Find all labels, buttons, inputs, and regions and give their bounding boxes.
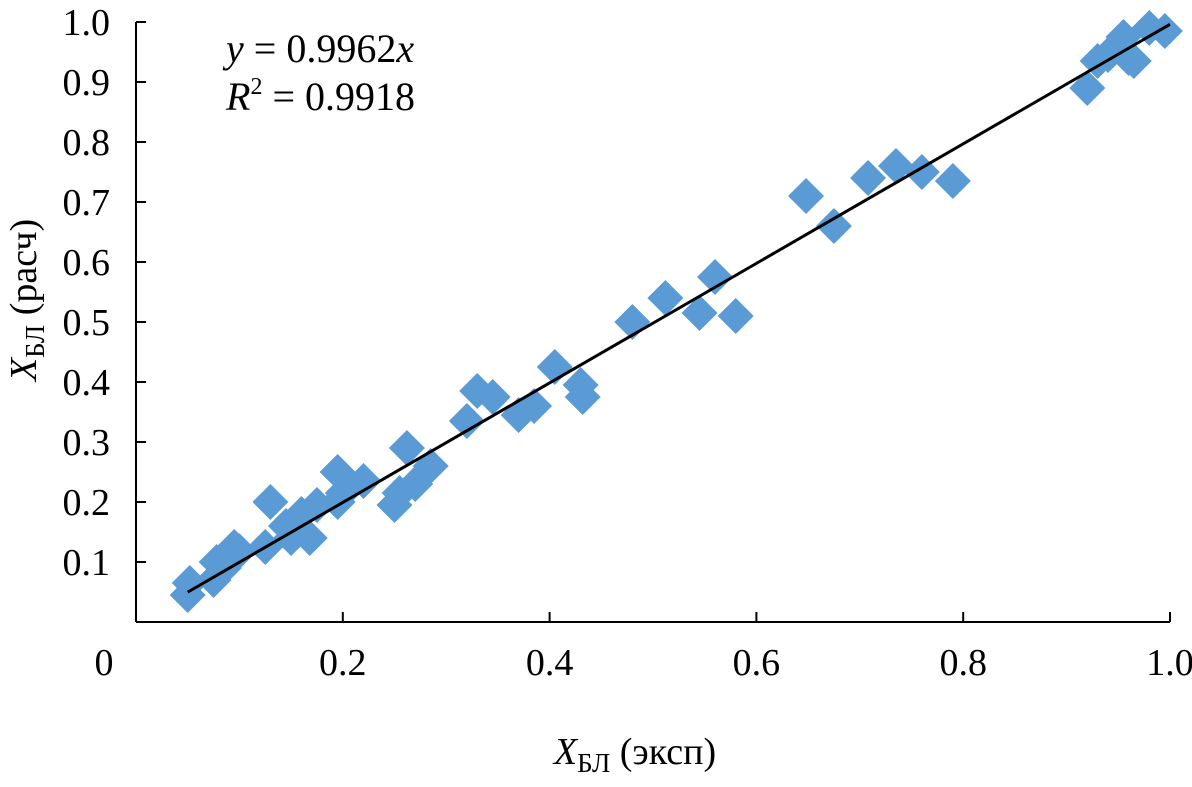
data-point <box>877 148 914 184</box>
x-axis-title-var: X <box>552 731 579 773</box>
y-tick-label: 0.9 <box>63 62 111 104</box>
x-tick-label: 1.0 <box>1146 642 1192 684</box>
equation-annotation: y = 0.9962x <box>222 26 414 71</box>
y-tick-label: 0.6 <box>63 242 111 284</box>
y-axis-title-var: X <box>3 356 45 383</box>
y-axis-title-rest: (расч) <box>3 219 45 325</box>
x-tick-label: 0.6 <box>733 642 781 684</box>
data-point <box>564 379 601 415</box>
x-axis-title: XБЛ (эксп) <box>552 731 716 778</box>
data-point <box>221 533 258 570</box>
x-axis-title-rest: (эксп) <box>610 731 716 773</box>
trendline <box>186 22 1171 594</box>
data-point <box>1146 13 1183 49</box>
x-tick-label: 0.2 <box>319 642 367 684</box>
data-point <box>788 178 825 214</box>
data-point <box>171 565 208 601</box>
y-tick-label: 0.1 <box>63 542 111 584</box>
y-axis-title-sub: БЛ <box>20 325 50 358</box>
r2-value: = 0.9918 <box>262 74 415 119</box>
trendline-group <box>186 22 1171 594</box>
data-point <box>717 298 754 334</box>
x-tick-label: 0 <box>95 642 114 684</box>
r-squared-annotation: R2 = 0.9918 <box>225 74 415 119</box>
r2-superscript: 2 <box>250 74 262 100</box>
data-point <box>697 259 734 295</box>
data-point <box>388 430 425 466</box>
data-point <box>681 295 718 331</box>
data-point <box>448 403 485 439</box>
y-tick-label: 1.0 <box>63 2 111 44</box>
x-tick-label: 0.4 <box>526 642 574 684</box>
y-tick-label: 0.2 <box>63 482 111 524</box>
data-point <box>474 379 511 415</box>
x-axis-title-sub: БЛ <box>577 748 610 778</box>
data-point <box>647 280 684 316</box>
x-ticks: 0 0.2 0.4 0.6 0.8 1.0 <box>95 612 1192 684</box>
y-tick-label: 0.4 <box>63 362 111 404</box>
equation-var: x <box>395 26 414 71</box>
data-point <box>815 208 852 244</box>
y-tick-label: 0.5 <box>63 302 111 344</box>
y-axis-title: XБЛ (расч) <box>3 219 50 383</box>
y-tick-label: 0.3 <box>63 422 111 464</box>
y-ticks: 0.1 0.2 0.3 0.4 0.5 0.6 0.7 0.8 0.9 1.0 <box>63 2 146 584</box>
data-point <box>345 463 382 499</box>
x-tick-label: 0.8 <box>939 642 987 684</box>
r2-symbol: R <box>225 74 250 119</box>
data-point <box>934 163 971 199</box>
y-tick-label: 0.7 <box>63 182 111 224</box>
equation-op: = 0.9962 <box>244 26 397 71</box>
y-tick-label: 0.8 <box>63 122 111 164</box>
data-point <box>850 160 887 196</box>
equation-lhs: y <box>222 26 244 71</box>
data-point <box>291 520 328 556</box>
data-point <box>252 484 289 520</box>
